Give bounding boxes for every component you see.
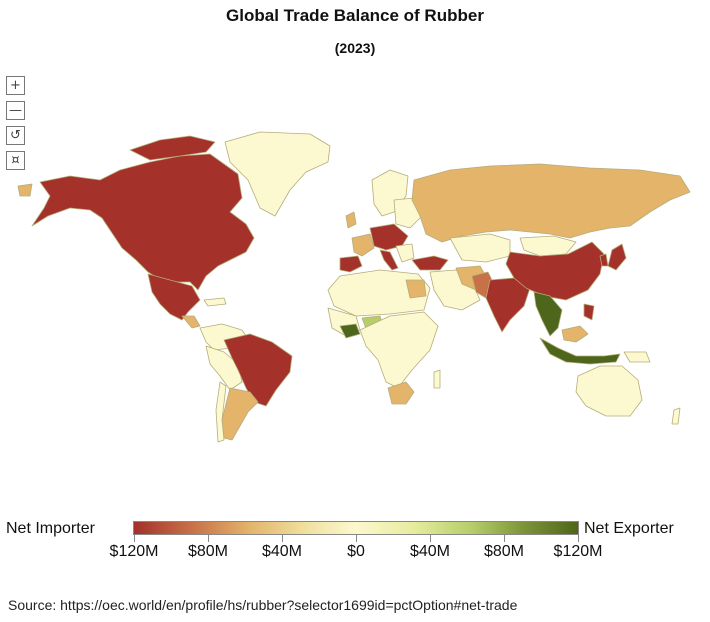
legend-tick bbox=[504, 535, 505, 542]
region-greenland[interactable] bbox=[224, 131, 331, 217]
legend-tick-label: $40M bbox=[409, 543, 451, 560]
region-central-asia[interactable] bbox=[449, 233, 511, 263]
legend-tick-label: $80M bbox=[187, 543, 229, 560]
region-spain-portugal[interactable] bbox=[339, 255, 363, 273]
map-controls: + — ↺ ¤ bbox=[6, 76, 25, 170]
fullscreen-button[interactable]: ¤ bbox=[6, 151, 25, 170]
region-egypt[interactable] bbox=[405, 279, 427, 299]
region-north-africa[interactable] bbox=[327, 269, 431, 317]
region-aleutian[interactable] bbox=[17, 183, 33, 197]
region-cote-divoire[interactable] bbox=[339, 323, 361, 339]
reset-view-button[interactable]: ↺ bbox=[6, 126, 25, 145]
region-peru-bolivia[interactable] bbox=[205, 345, 243, 391]
map-subtitle: (2023) bbox=[334, 40, 376, 56]
region-russia[interactable] bbox=[411, 163, 691, 243]
legend-tick bbox=[356, 535, 357, 542]
legend-net-importer-label: Net Importer bbox=[6, 520, 95, 537]
region-philippines[interactable] bbox=[583, 303, 595, 321]
legend-tick-label: $80M bbox=[483, 543, 525, 560]
region-indonesia[interactable] bbox=[539, 337, 621, 365]
legend-color-scale bbox=[133, 521, 579, 535]
region-japan[interactable] bbox=[607, 243, 627, 271]
region-turkey[interactable] bbox=[411, 255, 449, 271]
region-south-africa[interactable] bbox=[387, 381, 415, 405]
region-caribbean[interactable] bbox=[203, 297, 227, 307]
region-papua[interactable] bbox=[623, 351, 651, 363]
region-balkans[interactable] bbox=[395, 243, 415, 263]
region-central-africa[interactable] bbox=[359, 311, 439, 389]
map-title: Global Trade Balance of Rubber bbox=[226, 6, 484, 25]
region-malaysia[interactable] bbox=[561, 325, 589, 343]
legend-net-exporter-label: Net Exporter bbox=[584, 520, 674, 537]
region-indochina[interactable] bbox=[533, 291, 563, 337]
region-italy[interactable] bbox=[379, 249, 399, 271]
zoom-in-button[interactable]: + bbox=[6, 76, 25, 95]
zoom-out-button[interactable]: — bbox=[6, 101, 25, 120]
source-citation: Source: https://oec.world/en/profile/hs/… bbox=[8, 597, 518, 613]
legend-tick bbox=[578, 535, 579, 542]
region-mongolia[interactable] bbox=[519, 235, 577, 257]
region-madagascar[interactable] bbox=[433, 369, 441, 389]
world-map[interactable] bbox=[10, 120, 700, 450]
region-new-zealand[interactable] bbox=[671, 407, 681, 425]
legend-tick bbox=[282, 535, 283, 542]
legend-tick bbox=[134, 535, 135, 542]
region-argentina[interactable] bbox=[221, 387, 259, 441]
region-arctic-islands[interactable] bbox=[129, 135, 216, 161]
region-central-america[interactable] bbox=[181, 315, 201, 329]
region-china[interactable] bbox=[505, 241, 605, 301]
legend-tick-label: $120M bbox=[109, 543, 159, 560]
region-chile[interactable] bbox=[215, 381, 227, 443]
legend-tick bbox=[430, 535, 431, 542]
region-australia[interactable] bbox=[575, 365, 643, 417]
region-north-america[interactable] bbox=[31, 153, 255, 291]
legend-tick-label: $120M bbox=[553, 543, 603, 560]
region-uk[interactable] bbox=[345, 211, 357, 229]
legend-tick-label: $0 bbox=[347, 543, 365, 560]
legend-tick bbox=[208, 535, 209, 542]
legend-tick-label: $40M bbox=[261, 543, 303, 560]
region-korea[interactable] bbox=[599, 253, 609, 267]
region-brazil[interactable] bbox=[223, 333, 293, 407]
region-france[interactable] bbox=[351, 233, 375, 257]
